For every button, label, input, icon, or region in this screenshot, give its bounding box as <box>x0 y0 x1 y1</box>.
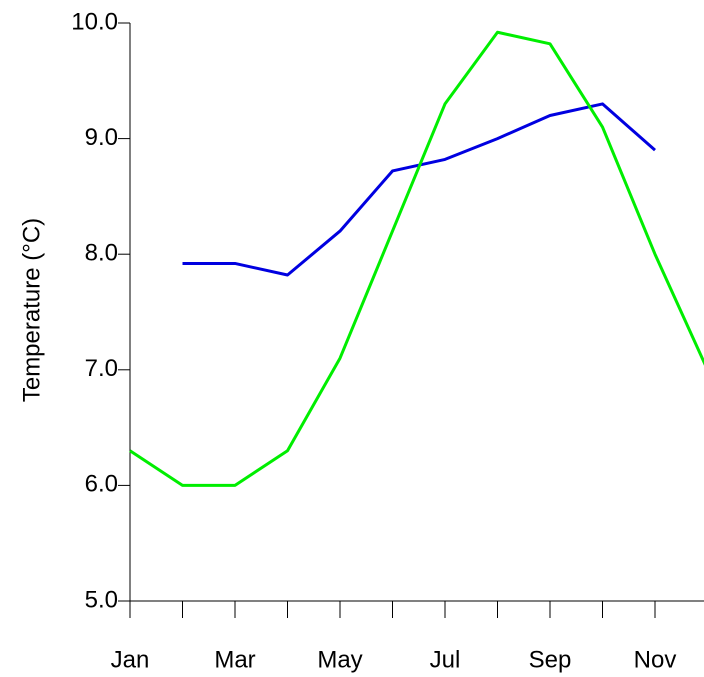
x-tick-label: Jul <box>430 646 461 673</box>
y-tick-label: 7.0 <box>85 355 118 382</box>
x-tick-label: Jan <box>111 646 150 673</box>
y-tick-label: 10.0 <box>71 8 118 35</box>
x-tick-label: Sep <box>529 646 572 673</box>
y-tick-label: 8.0 <box>85 240 118 267</box>
line <box>182 102 656 277</box>
x-tick-label: May <box>317 646 362 673</box>
x-tick-label: Nov <box>634 646 677 673</box>
y-axis-label: Temperature (°C) <box>18 218 45 402</box>
x-tick-label: Mar <box>214 646 255 673</box>
y-tick-label: 6.0 <box>85 471 118 498</box>
y-tick-label: 9.0 <box>85 124 118 151</box>
y-tick-label: 5.0 <box>85 586 118 613</box>
line <box>129 30 704 487</box>
